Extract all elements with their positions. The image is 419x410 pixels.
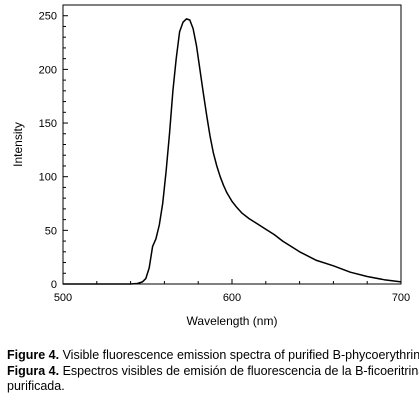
x-tick-label: 600 bbox=[223, 292, 241, 304]
y-axis-ticks: 0 50 100 150 200 250 bbox=[39, 11, 68, 291]
x-axis-ticks: 500 600 700 bbox=[54, 279, 410, 304]
y-tick-label: 100 bbox=[39, 172, 57, 184]
y-tick-label: 0 bbox=[51, 279, 57, 291]
x-tick-label: 500 bbox=[54, 292, 72, 304]
caption-text-spanish: Espectros visibles de emisión de fluores… bbox=[59, 364, 419, 378]
emission-curve bbox=[63, 18, 402, 285]
figure-caption-spanish: Figura 4. Espectros visibles de emisión … bbox=[7, 364, 419, 379]
y-tick-label: 250 bbox=[39, 11, 57, 23]
y-tick-label: 150 bbox=[39, 118, 57, 130]
y-axis-label: Intensity bbox=[11, 122, 25, 167]
figure-caption-spanish-continued: purificada. bbox=[7, 379, 415, 394]
x-tick-label: 700 bbox=[392, 292, 410, 304]
y-tick-label: 50 bbox=[45, 225, 57, 237]
plot-frame bbox=[62, 4, 402, 285]
caption-label-english: Figure 4. bbox=[7, 348, 60, 362]
y-tick-label: 200 bbox=[39, 64, 57, 76]
x-axis-label: Wavelength (nm) bbox=[187, 314, 278, 328]
emission-spectrum-chart: 0 50 100 150 200 250 500 600 700 Wavelength (nm… bbox=[11, 4, 410, 328]
caption-text-spanish-continued: purificada. bbox=[7, 379, 65, 393]
caption-label-spanish: Figura 4. bbox=[7, 364, 60, 378]
figure-caption-english: Figure 4. Visible fluorescence emission … bbox=[7, 348, 419, 363]
caption-text-english: Visible fluorescence emission spectra of… bbox=[59, 348, 419, 362]
